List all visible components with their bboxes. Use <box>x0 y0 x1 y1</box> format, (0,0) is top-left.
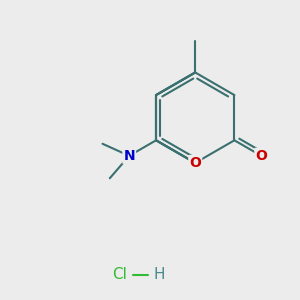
Text: H: H <box>153 267 164 282</box>
Text: O: O <box>255 149 267 163</box>
Text: N: N <box>123 149 135 163</box>
Text: O: O <box>189 156 201 170</box>
Text: Cl: Cl <box>112 267 127 282</box>
